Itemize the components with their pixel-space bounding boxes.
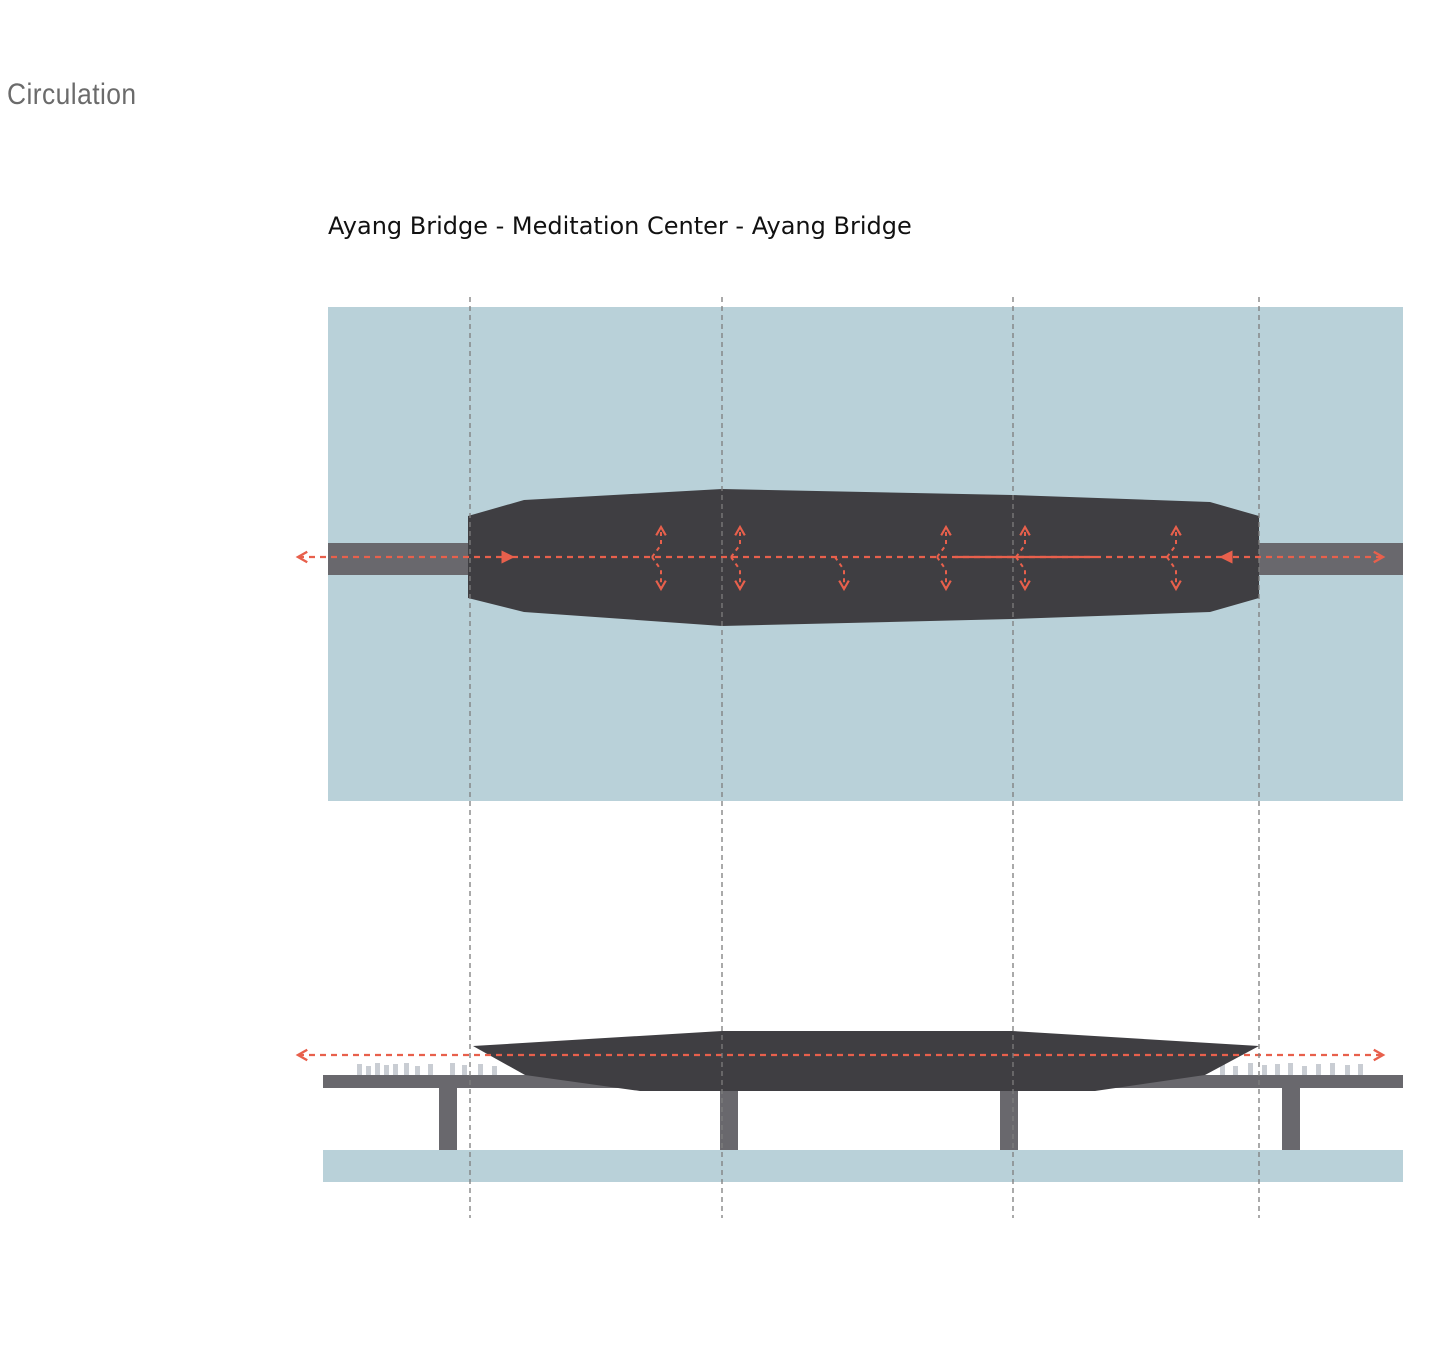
section-pier-2: [720, 1087, 738, 1150]
plan-branch-1: [651, 524, 667, 592]
section-pier-3: [1000, 1087, 1018, 1150]
alignment-guides: [469, 297, 1260, 1218]
plan-branch-5: [1015, 524, 1031, 592]
section-people-left: [357, 1063, 497, 1075]
plan-branch-6: [1166, 524, 1182, 592]
diagram-heading: Circulation: [7, 78, 137, 111]
section-pier-4: [1282, 1087, 1300, 1150]
section-pier-1: [439, 1087, 457, 1150]
plan-branch-2: [730, 524, 746, 592]
section-view: [295, 1031, 1403, 1182]
plan-meditation-center: [468, 489, 1259, 626]
section-people-right: [1220, 1063, 1363, 1075]
section-meditation-center: [473, 1031, 1259, 1091]
plan-bridge-deck-right: [1255, 543, 1403, 575]
section-water: [323, 1150, 1403, 1182]
plan-bridge-deck-left: [328, 543, 473, 575]
diagram-subtitle: Ayang Bridge - Meditation Center - Ayang…: [328, 212, 912, 240]
plan-branch-4: [936, 524, 952, 592]
plan-view: [295, 307, 1403, 801]
